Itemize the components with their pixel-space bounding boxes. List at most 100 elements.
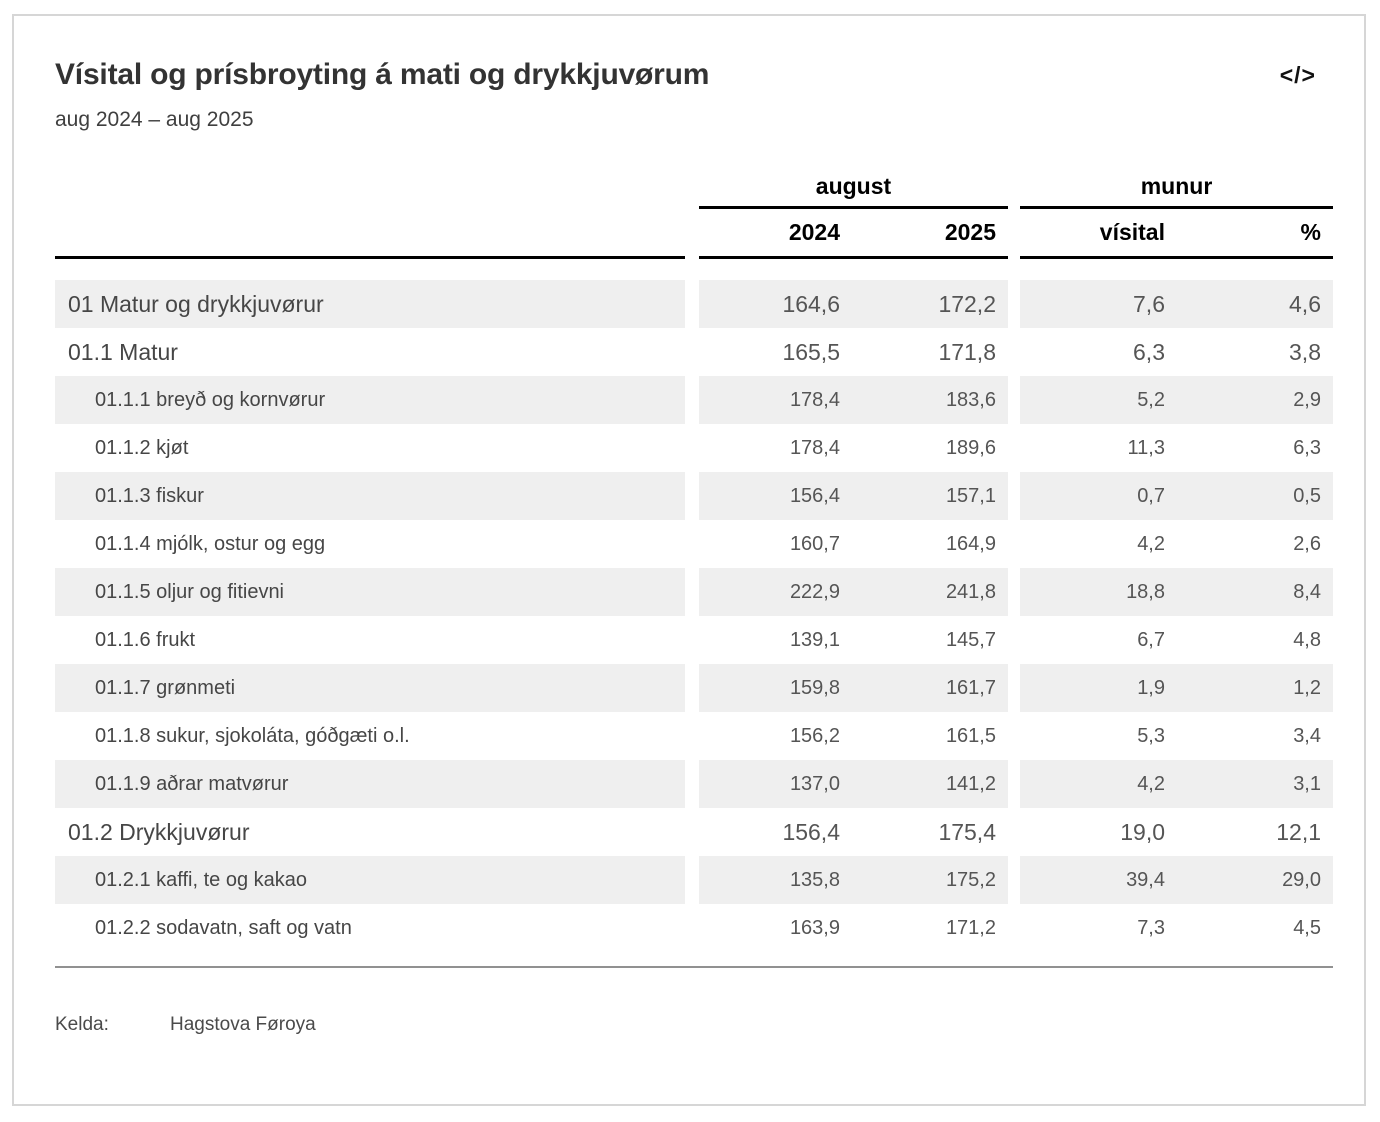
cell-aug-2024: 159,8 — [699, 664, 852, 712]
source-label: Kelda: — [55, 1014, 109, 1035]
table-row: 01.2 Drykkjuvørur 156,4 175,4 19,0 12,1 — [55, 808, 1333, 856]
cell-munur-percent: 29,0 — [1177, 856, 1333, 904]
column-gap — [685, 424, 699, 472]
cell-aug-2025: 164,9 — [945, 533, 996, 555]
row-label: 01.1 Matur — [68, 339, 178, 365]
column-gap — [1008, 209, 1020, 259]
table-group-header-row: august munur — [55, 169, 1333, 209]
cell-aug-2025: 241,8 — [852, 568, 1008, 616]
cell-aug-2024: 137,0 — [699, 760, 852, 808]
cell-munur-percent: 4,6 — [1177, 280, 1333, 328]
column-gap — [685, 664, 699, 712]
row-label: 01.2.2 sodavatn, saft og vatn — [95, 917, 352, 939]
row-label: 01.1.3 fiskur — [55, 472, 685, 520]
table-row: 01.2.1 kaffi, te og kakao 135,8 175,2 39,4 2… — [55, 856, 1333, 904]
page-subtitle: aug 2024 – aug 2025 — [55, 108, 254, 131]
row-label: 01.1.4 mjólk, ostur og egg — [95, 533, 326, 555]
cell-aug-2025: 189,6 — [945, 437, 996, 459]
table-row: 01.1.5 oljur og fitievni 222,9 241,8 18,8 8,… — [55, 568, 1333, 616]
cell-munur-percent: 0,5 — [1177, 472, 1333, 520]
widget-content: Vísital og prísbroyting á mati og drykkj… — [14, 16, 1364, 1036]
row-label: 01.2 Drykkjuvørur — [68, 819, 250, 845]
table-row: 01.1.8 sukur, sjokoláta, góðgæti o.l. 156… — [55, 712, 1333, 760]
column-gap — [1008, 520, 1020, 568]
cell-munur-visital: 19,0 — [1120, 819, 1165, 845]
cell-munur-percent: 2,9 — [1177, 376, 1333, 424]
cell-munur-visital: 7,6 — [1020, 280, 1177, 328]
cell-munur-visital: 5,2 — [1020, 376, 1177, 424]
table-row: 01 Matur og drykkjuvørur 164,6 172,2 7,6 4,6 — [55, 280, 1333, 328]
cell-aug-2025: 157,1 — [852, 472, 1008, 520]
cell-munur-visital: 6,3 — [1133, 339, 1165, 365]
code-icon: </> — [1279, 62, 1316, 88]
cell-aug-2025: 161,5 — [945, 725, 996, 747]
row-label: 01.1.2 kjøt — [95, 437, 189, 459]
cell-munur-percent: 12,1 — [1276, 819, 1321, 845]
row-label: 01.1.5 oljur og fitievni — [55, 568, 685, 616]
column-gap — [1008, 328, 1020, 376]
column-gap — [1008, 472, 1020, 520]
column-header-2025: 2025 — [852, 209, 1008, 259]
cell-aug-2025: 175,2 — [852, 856, 1008, 904]
column-gap — [685, 169, 699, 209]
cell-munur-visital: 7,3 — [1137, 917, 1165, 939]
column-gap — [1008, 376, 1020, 424]
column-gap — [685, 520, 699, 568]
cell-aug-2024: 156,4 — [699, 472, 852, 520]
cell-aug-2025: 141,2 — [852, 760, 1008, 808]
data-table: august munur 2024 2025 vísital % 01 Matu… — [55, 169, 1333, 952]
column-gap — [1008, 664, 1020, 712]
table-row: 01.1 Matur 165,5 171,8 6,3 3,8 — [55, 328, 1333, 376]
column-gap — [1008, 424, 1020, 472]
column-gap — [685, 616, 699, 664]
column-gap — [685, 568, 699, 616]
cell-munur-visital: 0,7 — [1020, 472, 1177, 520]
column-header-percent: % — [1177, 209, 1333, 259]
group-header-spacer — [55, 169, 685, 209]
row-label: 01.1.7 grønmeti — [55, 664, 685, 712]
column-gap — [1008, 616, 1020, 664]
cell-aug-2025: 145,7 — [945, 629, 996, 651]
column-gap — [685, 280, 699, 328]
widget-card: </> Vísital og prísbroyting á mati og dr… — [12, 14, 1366, 1106]
column-gap — [1008, 904, 1020, 952]
embed-code-button[interactable]: </> — [1274, 58, 1322, 93]
cell-aug-2025: 172,2 — [852, 280, 1008, 328]
cell-munur-percent: 8,4 — [1177, 568, 1333, 616]
column-gap — [1008, 169, 1020, 209]
cell-aug-2024: 165,5 — [782, 339, 840, 365]
column-group-munur: munur — [1020, 169, 1333, 209]
row-label: 01.2.1 kaffi, te og kakao — [55, 856, 685, 904]
cell-munur-visital: 6,7 — [1137, 629, 1165, 651]
cell-aug-2024: 156,2 — [789, 725, 840, 747]
row-label: 01.1.9 aðrar matvørur — [55, 760, 685, 808]
cell-aug-2025: 171,8 — [938, 339, 996, 365]
cell-munur-percent: 3,1 — [1177, 760, 1333, 808]
cell-munur-visital: 18,8 — [1020, 568, 1177, 616]
column-gap — [1008, 568, 1020, 616]
cell-munur-visital: 11,3 — [1127, 437, 1165, 459]
column-header-visital: vísital — [1020, 209, 1177, 259]
cell-aug-2025: 175,4 — [938, 819, 996, 845]
cell-aug-2024: 156,4 — [782, 819, 840, 845]
column-gap — [685, 712, 699, 760]
column-gap — [685, 808, 699, 856]
row-label: 01.1.8 sukur, sjokoláta, góðgæti o.l. — [95, 725, 410, 747]
column-gap — [1008, 760, 1020, 808]
cell-munur-percent: 3,8 — [1289, 339, 1321, 365]
table-header-row: 2024 2025 vísital % — [55, 209, 1333, 259]
cell-aug-2025: 161,7 — [852, 664, 1008, 712]
page-title: Vísital og prísbroyting á mati og drykkj… — [55, 58, 710, 91]
column-gap — [1008, 856, 1020, 904]
table-row: 01.1.4 mjólk, ostur og egg 160,7 164,9 4,2 2… — [55, 520, 1333, 568]
header-label-spacer — [55, 209, 685, 259]
cell-munur-visital: 39,4 — [1020, 856, 1177, 904]
column-gap — [1008, 808, 1020, 856]
cell-aug-2024: 139,1 — [789, 629, 840, 651]
cell-aug-2024: 135,8 — [699, 856, 852, 904]
column-gap — [1008, 712, 1020, 760]
column-gap — [1008, 280, 1020, 328]
table-row: 01.1.9 aðrar matvørur 137,0 141,2 4,2 3,1 — [55, 760, 1333, 808]
table-body: 01 Matur og drykkjuvørur 164,6 172,2 7,6 4,6… — [55, 280, 1333, 952]
cell-munur-percent: 4,8 — [1293, 629, 1321, 651]
